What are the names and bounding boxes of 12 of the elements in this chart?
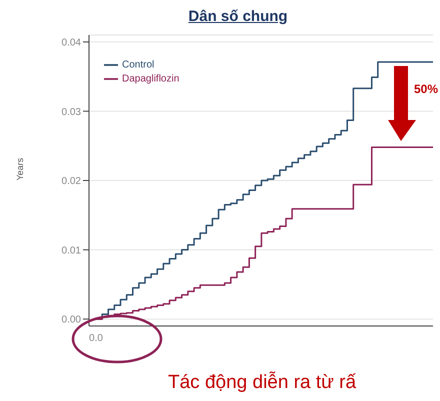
- y-axis-title: Years: [15, 157, 26, 180]
- annotation: 50%: [414, 82, 438, 96]
- y-tick-label: 0.00: [62, 314, 82, 326]
- legend-label: Control: [122, 60, 154, 71]
- y-tick-label: 0.04: [62, 37, 82, 48]
- y-tick-label: 0.02: [62, 176, 82, 188]
- y-tick-label: 0.01: [62, 245, 82, 256]
- text: Tác động diễn ra từ rấ: [168, 372, 356, 394]
- chart-title: Dân số chung: [187, 8, 289, 25]
- x-tick-label: 0.0: [89, 333, 104, 344]
- legend-label: Dapagliflozin: [122, 74, 180, 85]
- y-tick-label: 0.03: [62, 106, 82, 118]
